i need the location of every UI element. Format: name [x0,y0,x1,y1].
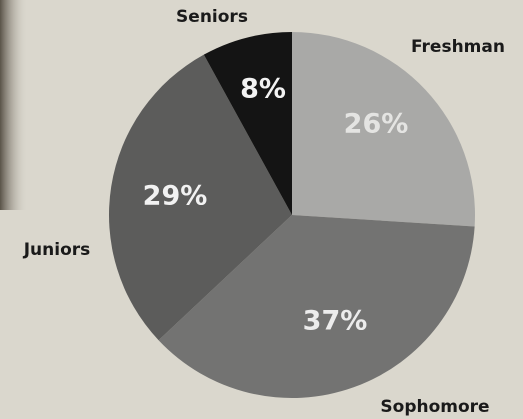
value-label: 37% [303,306,368,337]
value-label: 29% [143,181,208,212]
pie-slice [158,215,475,399]
pie-slice [292,32,476,227]
value-label: 8% [240,74,286,105]
value-label: 26% [344,109,409,140]
pie-slice [203,32,292,215]
pie-slice [108,54,293,341]
category-label: Freshman [411,37,505,57]
category-label: Juniors [23,240,91,260]
photo-edge [0,0,28,210]
category-label: Sophomore [380,397,489,417]
category-label: Seniors [176,7,248,27]
